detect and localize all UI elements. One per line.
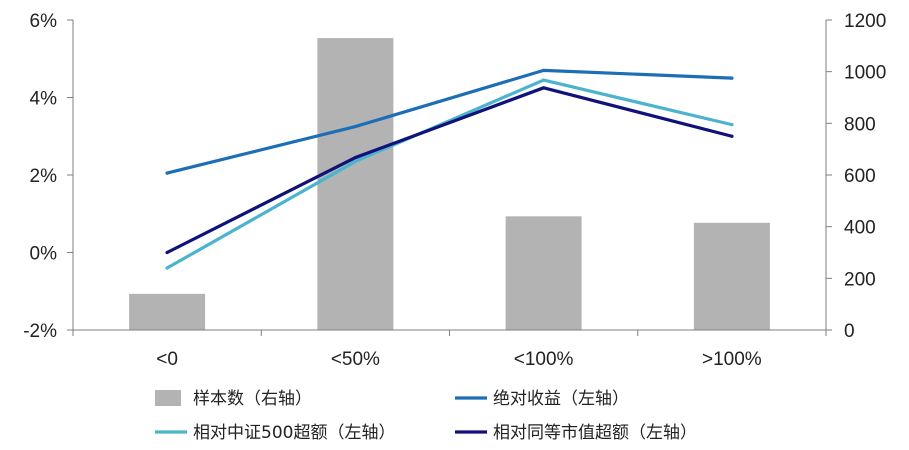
left-tick-label: 2% — [30, 166, 58, 187]
legend-label: 样本数（右轴） — [193, 389, 312, 409]
axes: -2% 0% 2% 4% 6% 0 200 400 600 800 1000 1200 <0 <50% <1… — [23, 11, 886, 370]
legend-label: 相对同等市值超额（左轴） — [493, 423, 697, 443]
line-series-group — [165, 68, 734, 270]
right-tick-label: 800 — [844, 114, 876, 135]
x-tick-label: >100% — [702, 349, 762, 370]
legend-label: 绝对收益（左轴） — [493, 389, 629, 409]
right-tick-label: 600 — [844, 166, 876, 187]
series-line — [165, 68, 734, 175]
bar — [129, 293, 206, 330]
legend-item: 相对中证500超额（左轴） — [155, 423, 395, 443]
line-point — [730, 123, 734, 127]
legend-label: 相对中证500超额（左轴） — [193, 423, 395, 443]
line-series — [165, 68, 734, 175]
left-tick-label: 4% — [30, 89, 58, 110]
bar — [693, 222, 770, 330]
right-tick-label: 200 — [844, 269, 876, 290]
line-point — [542, 86, 546, 90]
line-point — [730, 134, 734, 138]
bar-series — [129, 38, 770, 330]
line-point — [730, 76, 734, 80]
line-point — [165, 171, 169, 175]
x-tick-label: <0 — [156, 349, 178, 370]
line-point — [353, 155, 357, 160]
x-tick-label: <100% — [514, 349, 574, 370]
legend-item: 样本数（右轴） — [155, 389, 312, 409]
left-tick-label: 0% — [30, 244, 58, 265]
right-tick-label: 400 — [844, 218, 876, 239]
bar — [505, 216, 582, 330]
right-tick-label: 1000 — [844, 63, 886, 84]
x-tick-label: <50% — [331, 349, 380, 370]
right-tick-label: 1200 — [844, 11, 886, 32]
legend-item: 绝对收益（左轴） — [455, 389, 629, 409]
series-line — [165, 78, 734, 270]
series-line — [165, 86, 734, 255]
line-point — [353, 124, 357, 129]
left-tick-label: -2% — [23, 321, 57, 342]
right-tick-label: 0 — [844, 321, 855, 342]
line-point — [165, 250, 169, 255]
line-point — [353, 159, 357, 164]
line-series — [165, 78, 734, 270]
left-tick-label: 6% — [30, 11, 58, 32]
legend: 样本数（右轴） 绝对收益（左轴） 相对中证500超额（左轴） 相对同等市值超额（左轴） — [155, 389, 697, 443]
legend-swatch — [155, 390, 181, 406]
line-series — [165, 86, 734, 255]
bar — [317, 38, 394, 330]
legend-item: 相对同等市值超额（左轴） — [455, 423, 697, 443]
line-point — [542, 78, 546, 82]
line-point — [542, 68, 546, 72]
line-point — [165, 266, 169, 270]
